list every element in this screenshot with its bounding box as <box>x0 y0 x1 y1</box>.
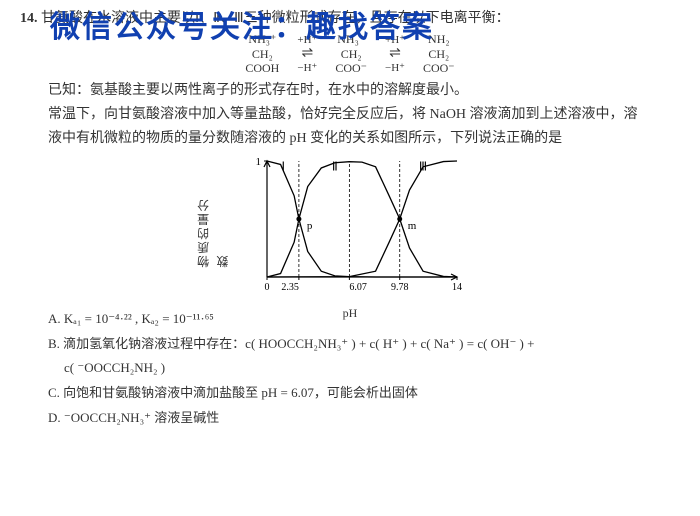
svg-text:14: 14 <box>452 282 462 293</box>
body-line2: 液中有机微粒的物质的量分数随溶液的 pH 变化的关系如图所示，下列说法正确的是 <box>20 128 680 150</box>
chart-xlabel: pH <box>235 304 465 323</box>
chart-ylabel: 物质的量分数 <box>195 192 233 267</box>
svg-text:2.35: 2.35 <box>281 282 299 293</box>
svg-text:9.78: 9.78 <box>391 282 409 293</box>
option-d: D. ⁻OOCCH₂NH₃⁺ 溶液呈碱性 <box>48 408 680 429</box>
svg-text:m: m <box>408 220 417 232</box>
svg-text:6.07: 6.07 <box>349 282 367 293</box>
option-b-cont: c( ⁻OOCCH₂NH₂ ) <box>64 358 680 379</box>
known-text: 已知：氨基酸主要以两性离子的形式存在时，在水中的溶解度最小。 <box>20 80 680 102</box>
svg-text:1: 1 <box>256 156 262 168</box>
chart-svg: 1 0 2.35 6.07 9.78 14 Ⅰ Ⅱ Ⅲp m <box>235 155 465 295</box>
svg-text:0: 0 <box>265 282 270 293</box>
option-b: B. 滴加氢氧化钠溶液过程中存在：c( HOOCCH₂NH₃⁺ ) + c( H… <box>48 334 680 355</box>
fraction-chart: 物质的量分数 102.356.079.7814ⅠⅡⅢpm pH <box>235 155 465 305</box>
svg-text:Ⅲ: Ⅲ <box>419 159 427 173</box>
question-number: 14. <box>20 11 38 26</box>
svg-text:p: p <box>307 220 313 232</box>
svg-text:Ⅱ: Ⅱ <box>332 159 338 173</box>
svg-text:Ⅰ: Ⅰ <box>282 159 286 173</box>
body-line1: 常温下，向甘氨酸溶液中加入等量盐酸，恰好完全反应后，将 NaOH 溶液滴加到上述… <box>20 104 680 126</box>
option-c: C. 向饱和甘氨酸钠溶液中滴加盐酸至 pH = 6.07，可能会析出固体 <box>48 383 680 404</box>
options-block: A. Kₐ₁ = 10⁻⁴·²² , Kₐ₂ = 10⁻¹¹·⁶⁵ B. 滴加氢… <box>20 309 680 429</box>
watermark-overlay: 微信公众号关注：趣找答案 <box>50 4 434 52</box>
